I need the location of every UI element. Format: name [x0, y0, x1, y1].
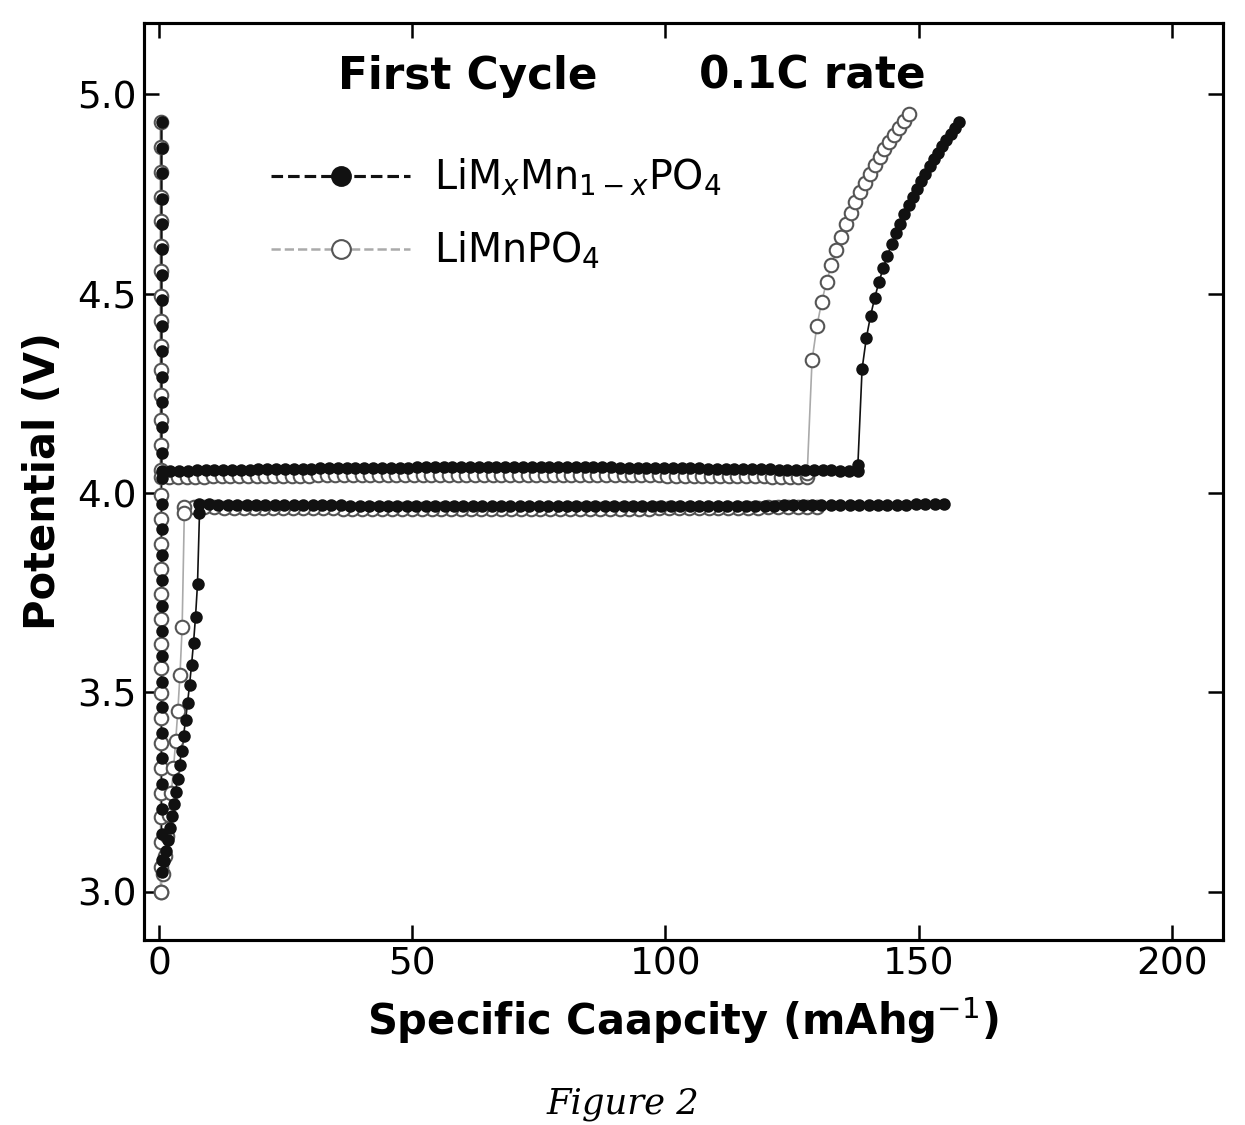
Legend: LiM$_x$Mn$_{1-x}$PO$_4$, LiMnPO$_4$: LiM$_x$Mn$_{1-x}$PO$_4$, LiMnPO$_4$ — [271, 156, 721, 272]
Text: Figure 2: Figure 2 — [547, 1087, 698, 1122]
Text: First Cycle: First Cycle — [337, 55, 598, 98]
Text: 0.1C rate: 0.1C rate — [700, 55, 926, 98]
X-axis label: Specific Caapcity (mAhg$^{-1}$): Specific Caapcity (mAhg$^{-1}$) — [367, 996, 998, 1046]
Y-axis label: Potential (V): Potential (V) — [22, 332, 65, 630]
